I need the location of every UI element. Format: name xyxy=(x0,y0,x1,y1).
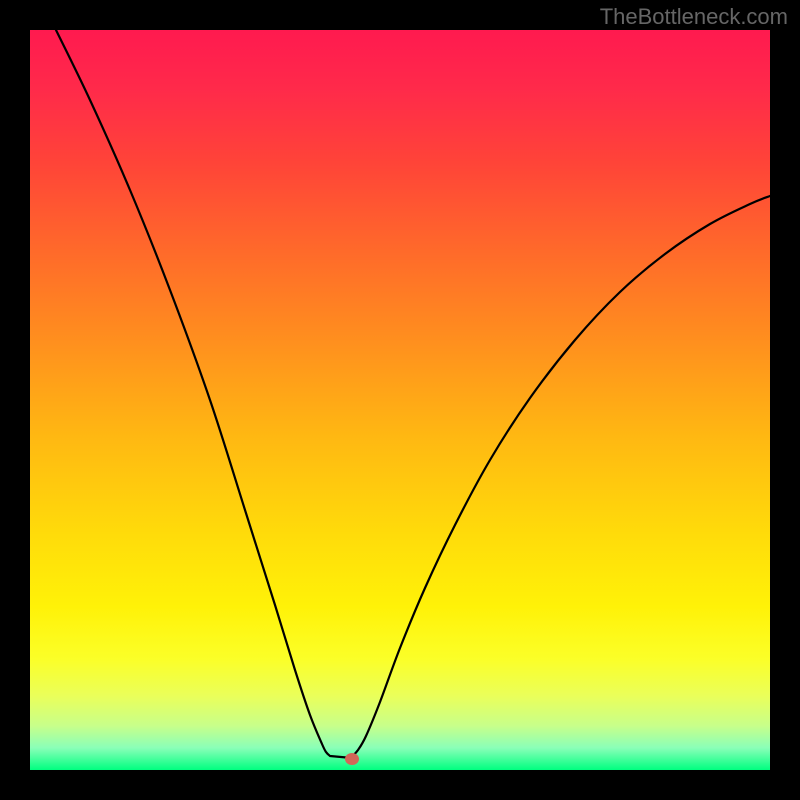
chart-plot-area xyxy=(30,30,770,770)
optimal-point-marker xyxy=(345,753,359,765)
watermark-text: TheBottleneck.com xyxy=(600,4,788,30)
bottleneck-curve xyxy=(30,30,770,770)
